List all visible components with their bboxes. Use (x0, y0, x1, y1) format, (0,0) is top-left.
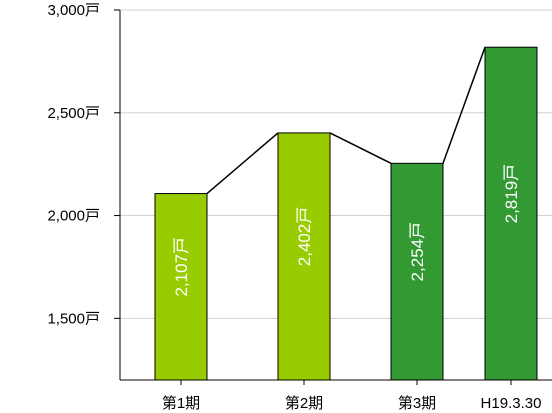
bars (154, 46, 538, 381)
bar (277, 132, 331, 381)
x-tick-label: 第1期 (162, 394, 200, 412)
bar (154, 193, 208, 381)
y-tick-label: 3,000戸 (47, 2, 100, 19)
bar-value-label: 2,254戸 (408, 222, 427, 282)
x-tick-labels: 第1期 第2期 第3期 H19.3.30 (162, 380, 542, 412)
bar-value-label: 2,819戸 (502, 164, 521, 224)
connector-line (206, 132, 279, 195)
bar-value-label: 2,402戸 (295, 207, 314, 267)
connector-lines (206, 46, 486, 195)
y-tick-label: 2,000戸 (47, 208, 100, 225)
x-tick-label: 第2期 (285, 394, 323, 412)
bar-value-label: 2,107戸 (172, 237, 191, 297)
connector-line (442, 46, 486, 164)
y-tick-label: 2,500戸 (47, 105, 100, 122)
x-tick-label: H19.3.30 (481, 395, 542, 412)
y-tick-labels: 1,500戸 2,000戸 2,500戸 3,000戸 (47, 2, 120, 327)
bar (484, 46, 538, 381)
x-tick-label: 第3期 (398, 394, 436, 412)
connector-line (329, 132, 392, 165)
bar-value-labels: 2,107戸 2,402戸 2,254戸 2,819戸 (172, 164, 521, 297)
y-tick-label: 1,500戸 (47, 310, 100, 327)
